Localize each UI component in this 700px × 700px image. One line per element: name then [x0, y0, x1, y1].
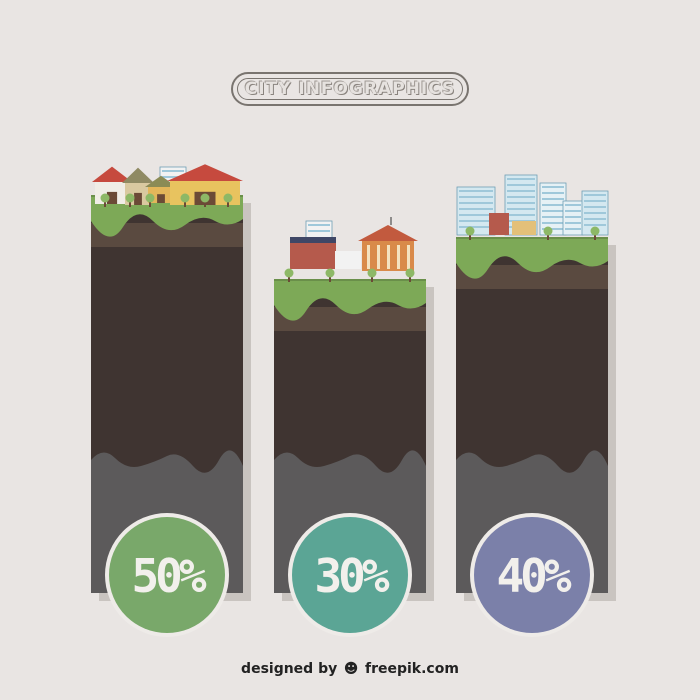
house-roof — [92, 166, 132, 182]
house-roof — [122, 167, 154, 183]
hall-column — [377, 245, 380, 269]
white-building — [335, 251, 361, 269]
tree-trunk — [371, 275, 373, 282]
tree-trunk — [129, 200, 131, 207]
brick-building — [489, 213, 509, 235]
tree-crown — [145, 193, 155, 203]
tree-trunk — [594, 233, 596, 240]
bar-column-town: 30% — [274, 217, 434, 637]
tree-trunk — [329, 275, 331, 282]
tree-crown — [125, 193, 135, 203]
house-door — [134, 192, 142, 205]
hall-column — [367, 245, 370, 269]
tree-crown — [325, 268, 335, 278]
tree-trunk — [547, 233, 549, 240]
brand-label: freepik.com — [364, 661, 459, 677]
data-label: 30% — [314, 549, 389, 603]
tree-crown — [200, 193, 210, 203]
tree-crown — [180, 193, 190, 203]
designed-by-label: designed by — [241, 661, 338, 677]
tree-trunk — [184, 200, 186, 207]
tree-crown — [100, 193, 110, 203]
bar-column-village: 50% — [91, 164, 251, 637]
hall-column — [387, 245, 390, 269]
tree-trunk — [227, 200, 229, 207]
hall-column — [407, 245, 410, 269]
tree-crown — [223, 193, 233, 203]
tree-trunk — [104, 200, 106, 207]
house-door — [106, 191, 118, 204]
value-badge — [474, 517, 590, 633]
grass-layer — [274, 279, 426, 321]
tree-crown — [284, 268, 294, 278]
tree-crown — [367, 268, 377, 278]
bar-column-city: 40% — [456, 174, 616, 637]
small-building — [512, 221, 536, 235]
tree-trunk — [469, 233, 471, 240]
tree-crown — [590, 226, 600, 236]
tree-crown — [465, 226, 475, 236]
tree-crown — [405, 268, 415, 278]
building — [539, 182, 567, 236]
freepik-logo-icon: ☻ — [343, 661, 359, 677]
data-label: 40% — [496, 549, 571, 603]
brick-building-roof — [290, 237, 336, 243]
hall-roof — [358, 225, 418, 241]
tree-trunk — [409, 275, 411, 282]
data-label: 50% — [131, 549, 206, 603]
value-badge — [109, 517, 225, 633]
value-badge — [292, 517, 408, 633]
tree-trunk — [288, 275, 290, 282]
grass-layer — [456, 237, 608, 279]
house-roof — [145, 175, 177, 187]
tree-trunk — [204, 200, 206, 207]
credit-footer: designed by ☻ freepik.com — [0, 661, 700, 677]
house-door — [157, 194, 165, 203]
tree-crown — [543, 226, 553, 236]
house-roof — [167, 164, 243, 181]
hall-column — [397, 245, 400, 269]
tree-trunk — [149, 200, 151, 207]
title-banner: CITY INFOGRAPHICS — [231, 72, 469, 106]
